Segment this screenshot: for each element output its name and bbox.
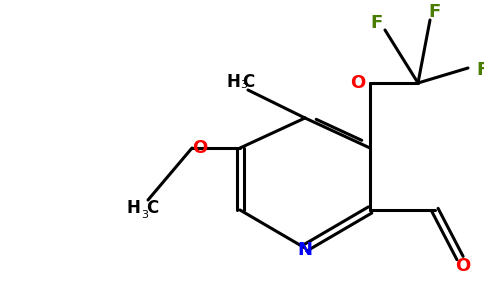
Text: 3: 3	[240, 80, 247, 90]
Text: H: H	[226, 73, 240, 91]
Text: O: O	[350, 74, 365, 92]
Text: F: F	[429, 3, 441, 21]
Text: O: O	[192, 139, 208, 157]
Text: N: N	[298, 241, 313, 259]
Text: 3: 3	[141, 210, 148, 220]
Text: C: C	[242, 73, 254, 91]
Text: H: H	[126, 199, 140, 217]
Text: F: F	[476, 61, 484, 79]
Text: O: O	[455, 257, 470, 275]
Text: C: C	[146, 199, 158, 217]
Text: F: F	[371, 14, 383, 32]
